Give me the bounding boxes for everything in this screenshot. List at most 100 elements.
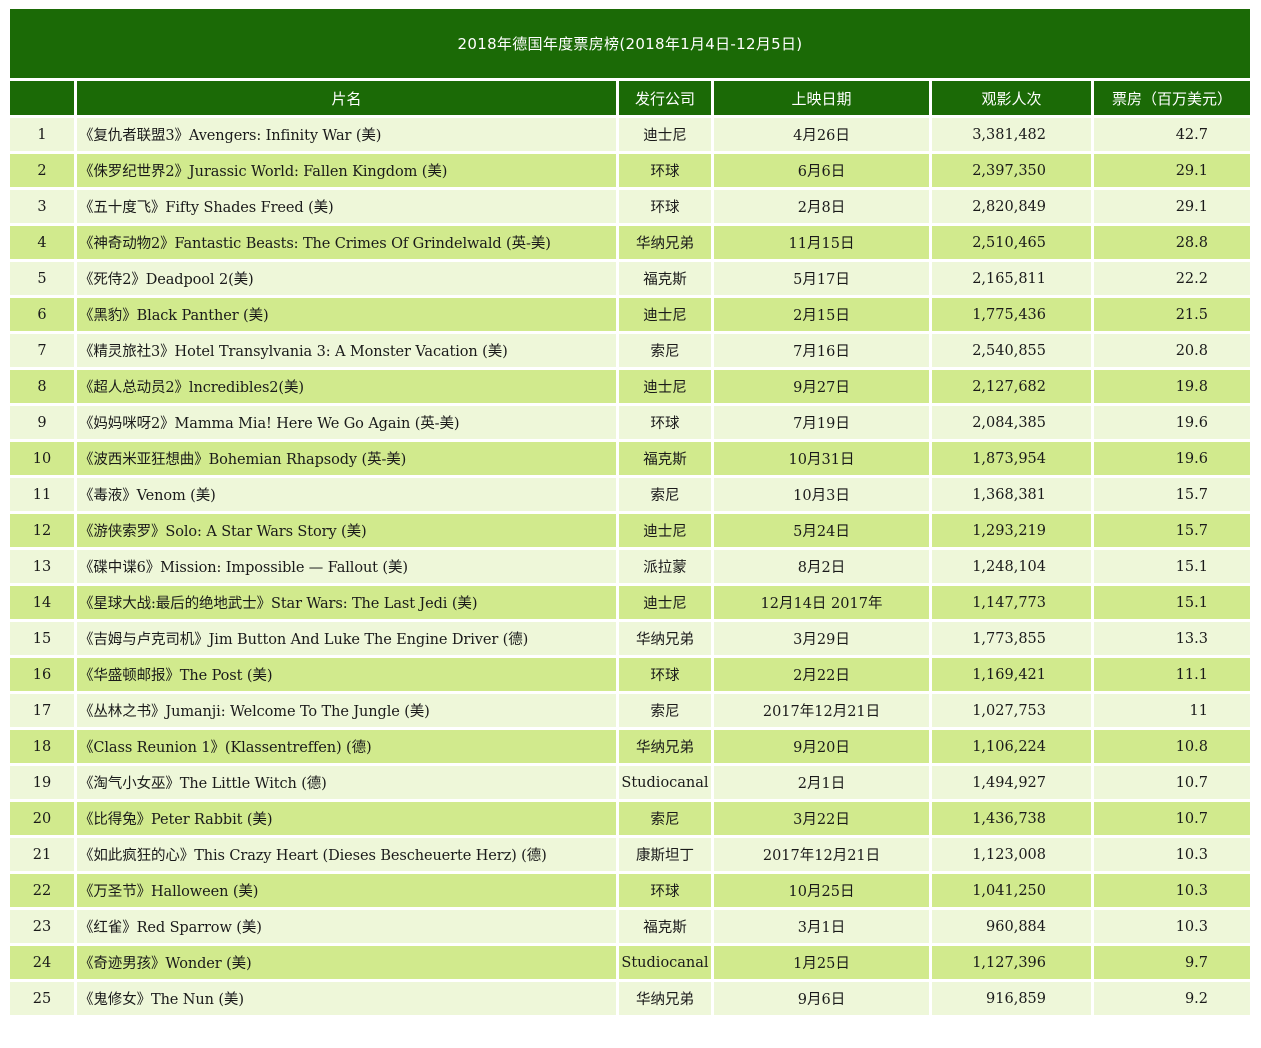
cell-film-title: 《如此疯狂的心》This Crazy Heart (Dieses Bescheu… [77,838,616,874]
cell-rank: 14 [10,586,74,622]
cell-release-date: 2月1日 [714,766,929,802]
cell-release-date: 5月17日 [714,262,929,298]
cell-film-title: 《红雀》Red Sparrow (美) [77,910,616,946]
cell-distributor: 迪士尼 [619,514,711,550]
cell-distributor: 索尼 [619,694,711,730]
cell-distributor: 福克斯 [619,910,711,946]
cell-admissions: 1,106,224 [932,730,1091,766]
cell-film-title: 《鬼修女》The Nun (美) [77,982,616,1018]
table-row: 21 《如此疯狂的心》This Crazy Heart (Dieses Besch… [10,838,1250,874]
cell-gross: 19.6 [1094,442,1250,478]
cell-release-date: 2月8日 [714,190,929,226]
cell-film-title: 《五十度飞》Fifty Shades Freed (美) [77,190,616,226]
cell-admissions: 2,510,465 [932,226,1091,262]
cell-gross: 19.6 [1094,406,1250,442]
cell-gross: 10.3 [1094,910,1250,946]
cell-release-date: 2017年12月21日 [714,694,929,730]
cell-film-title: 《淘气小女巫》The Little Witch (德) [77,766,616,802]
cell-release-date: 2017年12月21日 [714,838,929,874]
cell-gross: 15.7 [1094,514,1250,550]
cell-rank: 12 [10,514,74,550]
cell-admissions: 3,381,482 [932,118,1091,154]
table-row: 3 《五十度飞》Fifty Shades Freed (美) 环球 2月8日 2,820… [10,190,1250,226]
table-row: 11 《毒液》Venom (美) 索尼 10月3日 1,368,381 15.7 [10,478,1250,514]
cell-gross: 15.7 [1094,478,1250,514]
cell-release-date: 2月22日 [714,658,929,694]
cell-rank: 19 [10,766,74,802]
cell-film-title: 《华盛顿邮报》The Post (美) [77,658,616,694]
cell-film-title: 《毒液》Venom (美) [77,478,616,514]
table-row: 14 《星球大战:最后的绝地武士》Star Wars: The Last Jedi… [10,586,1250,622]
cell-admissions: 1,027,753 [932,694,1091,730]
cell-film-title: 《妈妈咪呀2》Mamma Mia! Here We Go Again (英-美) [77,406,616,442]
cell-gross: 29.1 [1094,190,1250,226]
cell-rank: 23 [10,910,74,946]
cell-admissions: 1,775,436 [932,298,1091,334]
cell-release-date: 4月26日 [714,118,929,154]
cell-rank: 21 [10,838,74,874]
cell-distributor: Studiocanal [619,766,711,802]
cell-rank: 5 [10,262,74,298]
cell-gross: 42.7 [1094,118,1250,154]
cell-gross: 13.3 [1094,622,1250,658]
cell-gross: 11 [1094,694,1250,730]
cell-distributor: 迪士尼 [619,370,711,406]
cell-rank: 13 [10,550,74,586]
cell-gross: 10.3 [1094,838,1250,874]
table-row: 6 《黑豹》Black Panther (美) 迪士尼 2月15日 1,775,436 2… [10,298,1250,334]
cell-film-title: 《丛林之书》Jumanji: Welcome To The Jungle (美) [77,694,616,730]
cell-admissions: 1,127,396 [932,946,1091,982]
cell-rank: 24 [10,946,74,982]
cell-film-title: 《比得兔》Peter Rabbit (美) [77,802,616,838]
cell-rank: 20 [10,802,74,838]
cell-admissions: 960,884 [932,910,1091,946]
cell-admissions: 1,123,008 [932,838,1091,874]
cell-film-title: 《吉姆与卢克司机》Jim Button And Luke The Engine … [77,622,616,658]
box-office-table: 片名 发行公司 上映日期 观影人次 票房（百万美元） 1 《复仇者联盟3》Aven… [7,81,1253,1018]
cell-release-date: 5月24日 [714,514,929,550]
cell-release-date: 6月6日 [714,154,929,190]
cell-distributor: 索尼 [619,334,711,370]
cell-film-title: 《复仇者联盟3》Avengers: Infinity War (美) [77,118,616,154]
table-row: 1 《复仇者联盟3》Avengers: Infinity War (美) 迪士尼 4月… [10,118,1250,154]
table-row: 19 《淘气小女巫》The Little Witch (德) Studiocanal… [10,766,1250,802]
header-gross: 票房（百万美元） [1094,81,1250,118]
cell-release-date: 3月22日 [714,802,929,838]
cell-rank: 16 [10,658,74,694]
cell-gross: 10.7 [1094,802,1250,838]
cell-admissions: 2,540,855 [932,334,1091,370]
cell-distributor: 康斯坦丁 [619,838,711,874]
cell-gross: 20.8 [1094,334,1250,370]
cell-release-date: 3月29日 [714,622,929,658]
cell-admissions: 1,873,954 [932,442,1091,478]
cell-rank: 25 [10,982,74,1018]
table-row: 12 《游侠索罗》Solo: A Star Wars Story (美) 迪士尼 5月… [10,514,1250,550]
cell-distributor: 福克斯 [619,442,711,478]
cell-admissions: 2,165,811 [932,262,1091,298]
cell-release-date: 9月6日 [714,982,929,1018]
cell-distributor: 福克斯 [619,262,711,298]
cell-admissions: 2,820,849 [932,190,1091,226]
cell-film-title: 《精灵旅社3》Hotel Transylvania 3: A Monster V… [77,334,616,370]
cell-admissions: 2,084,385 [932,406,1091,442]
cell-rank: 17 [10,694,74,730]
box-office-table-sheet: 2018年德国年度票房榜(2018年1月4日-12月5日) 片名 发行公司 上映… [10,9,1250,1018]
cell-admissions: 1,169,421 [932,658,1091,694]
cell-release-date: 10月25日 [714,874,929,910]
cell-rank: 11 [10,478,74,514]
table-row: 9 《妈妈咪呀2》Mamma Mia! Here We Go Again (英-美… [10,406,1250,442]
header-distributor: 发行公司 [619,81,711,118]
cell-gross: 15.1 [1094,550,1250,586]
cell-admissions: 1,293,219 [932,514,1091,550]
cell-rank: 3 [10,190,74,226]
cell-admissions: 1,147,773 [932,586,1091,622]
table-body: 1 《复仇者联盟3》Avengers: Infinity War (美) 迪士尼 4月… [10,118,1250,1018]
cell-distributor: 环球 [619,658,711,694]
cell-release-date: 2月15日 [714,298,929,334]
table-row: 23 《红雀》Red Sparrow (美) 福克斯 3月1日 960,884 10.3 [10,910,1250,946]
cell-admissions: 916,859 [932,982,1091,1018]
header-release-date: 上映日期 [714,81,929,118]
cell-film-title: 《万圣节》Halloween (美) [77,874,616,910]
cell-gross: 15.1 [1094,586,1250,622]
cell-film-title: 《超人总动员2》lncredibles2(美) [77,370,616,406]
